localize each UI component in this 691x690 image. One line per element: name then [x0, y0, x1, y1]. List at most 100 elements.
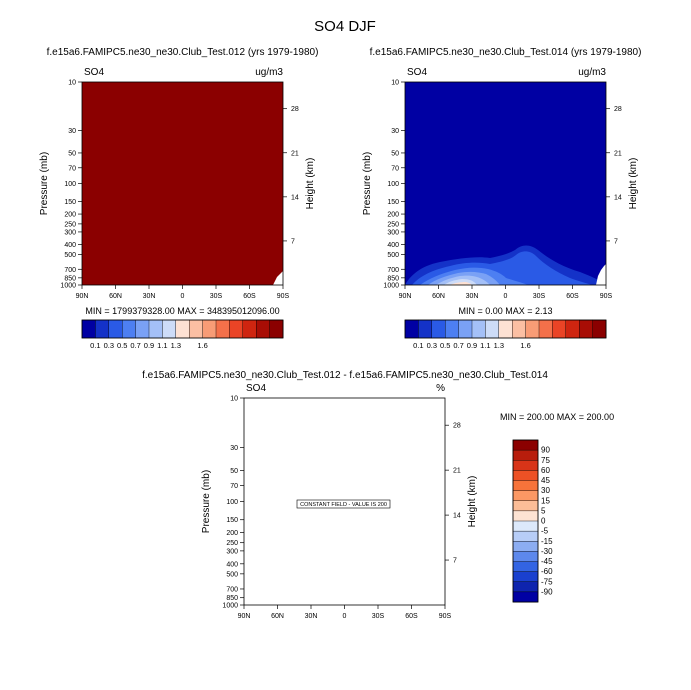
constant-field-box	[296, 499, 391, 509]
colorbar-label: 30	[541, 486, 550, 495]
colorbar-label: -5	[541, 527, 549, 536]
y-tick-label: 1000	[383, 283, 399, 290]
y-tick-label: 500	[387, 252, 399, 259]
x-tick-label: 60N	[271, 613, 284, 620]
y-tick-label: 100	[387, 181, 399, 188]
colorbar-label: 0	[541, 517, 546, 526]
y-tick-label: 200	[226, 530, 238, 537]
x-tick-label: 90S	[439, 613, 452, 620]
y-tick-label: 50	[68, 150, 76, 157]
y-tick-label: 10	[68, 80, 76, 87]
colorbar-swatch	[431, 319, 446, 339]
x-tick-label: 30S	[372, 613, 385, 620]
x-tick-label: 30S	[533, 293, 546, 300]
stats-label: MIN = 200.00 MAX = 200.00	[500, 412, 614, 422]
colorbar-swatch	[175, 319, 190, 339]
colorbar-label: 1.3	[171, 341, 181, 350]
y-tick-label: 1000	[222, 603, 238, 610]
y-axis-label: Pressure (mb)	[39, 152, 50, 215]
height-tick-label: 28	[453, 423, 461, 430]
colorbar-swatch	[269, 319, 284, 339]
colorbar-label: 0.1	[90, 341, 100, 350]
y-tick-label: 300	[64, 229, 76, 236]
variable-label: SO4	[407, 67, 427, 78]
x-tick-label: 30N	[143, 293, 156, 300]
height-tick-label: 7	[453, 558, 457, 565]
x-tick-label: 60N	[432, 293, 445, 300]
stats-label: MIN = 0.00 MAX = 2.13	[458, 306, 552, 316]
height-tick-label: 28	[614, 106, 622, 113]
y2-axis-label: Height (km)	[467, 476, 478, 528]
panel-difference: f.e15a6.FAMIPC5.ne30_ne30.Club_Test.012 …	[142, 370, 614, 620]
y-tick-label: 700	[64, 267, 76, 274]
colorbar-swatch	[148, 319, 163, 339]
colorbar-label: -45	[541, 557, 553, 566]
colorbar-label: 0.7	[130, 341, 140, 350]
colorbar-label: 75	[541, 456, 550, 465]
colorbar-frame	[81, 319, 284, 339]
y-tick-label: 500	[64, 252, 76, 259]
y2-axis-label: Height (km)	[628, 158, 639, 210]
x-tick-label: 0	[343, 613, 347, 620]
y-tick-label: 250	[226, 540, 238, 547]
colorbar-label: 0.1	[413, 341, 423, 350]
y-tick-label: 300	[387, 229, 399, 236]
colorbar-swatch	[512, 530, 539, 542]
colorbar-swatch	[512, 581, 539, 593]
y-tick-label: 700	[226, 586, 238, 593]
y-tick-label: 70	[230, 483, 238, 490]
colorbar-swatch	[512, 500, 539, 512]
colorbar-swatch	[95, 319, 110, 339]
y-tick-label: 50	[230, 468, 238, 475]
colorbar-swatch	[498, 319, 513, 339]
field-fill	[82, 82, 283, 285]
y-tick-label: 250	[64, 221, 76, 228]
units-label: ug/m3	[255, 67, 283, 78]
y-tick-label: 10	[391, 80, 399, 87]
x-tick-label: 90N	[238, 613, 251, 620]
x-tick-label: 90N	[76, 293, 89, 300]
field-fill	[405, 82, 606, 285]
y-tick-label: 100	[226, 499, 238, 506]
y-tick-label: 150	[64, 199, 76, 206]
colorbar-label: 1.6	[520, 341, 530, 350]
x-tick-label: 60N	[109, 293, 122, 300]
colorbar-swatch	[404, 319, 419, 339]
variable-label: SO4	[84, 67, 104, 78]
y-axis-label: Pressure (mb)	[201, 470, 212, 533]
colorbar-swatch	[445, 319, 460, 339]
y-tick-label: 300	[226, 548, 238, 555]
colorbar-label: 0.5	[117, 341, 127, 350]
concentration-layers	[405, 245, 606, 285]
x-tick-label: 0	[504, 293, 508, 300]
colorbar-swatch	[229, 319, 244, 339]
colorbar-swatch	[485, 319, 500, 339]
colorbar-label: -90	[541, 587, 553, 596]
y-tick-label: 70	[68, 165, 76, 172]
colorbar-swatch	[565, 319, 580, 339]
height-tick-label: 14	[453, 513, 461, 520]
colorbar-swatch	[512, 520, 539, 532]
colorbar-label: 1.1	[157, 341, 167, 350]
colorbar-swatch	[579, 319, 594, 339]
y-tick-label: 700	[387, 267, 399, 274]
colorbar-label: 0.9	[144, 341, 154, 350]
orography-mask	[273, 271, 283, 285]
y-tick-label: 250	[387, 221, 399, 228]
colorbar-swatch	[512, 571, 539, 583]
colorbar-label: 0.3	[427, 341, 437, 350]
x-tick-label: 90N	[399, 293, 412, 300]
stats-label: MIN = 1799379328.00 MAX = 348395012096.0…	[85, 306, 279, 316]
colorbar-swatch	[512, 510, 539, 522]
y-tick-label: 50	[391, 150, 399, 157]
y-tick-label: 850	[387, 275, 399, 282]
x-tick-label: 30N	[305, 613, 318, 620]
panel-title: f.e15a6.FAMIPC5.ne30_ne30.Club_Test.012 …	[142, 370, 548, 381]
orography-mask	[596, 264, 606, 285]
colorbar-label: -30	[541, 547, 553, 556]
height-tick-label: 21	[453, 468, 461, 475]
y-tick-label: 70	[391, 165, 399, 172]
y-tick-label: 400	[226, 561, 238, 568]
colorbar-swatch	[108, 319, 123, 339]
colorbar-swatch	[525, 319, 540, 339]
